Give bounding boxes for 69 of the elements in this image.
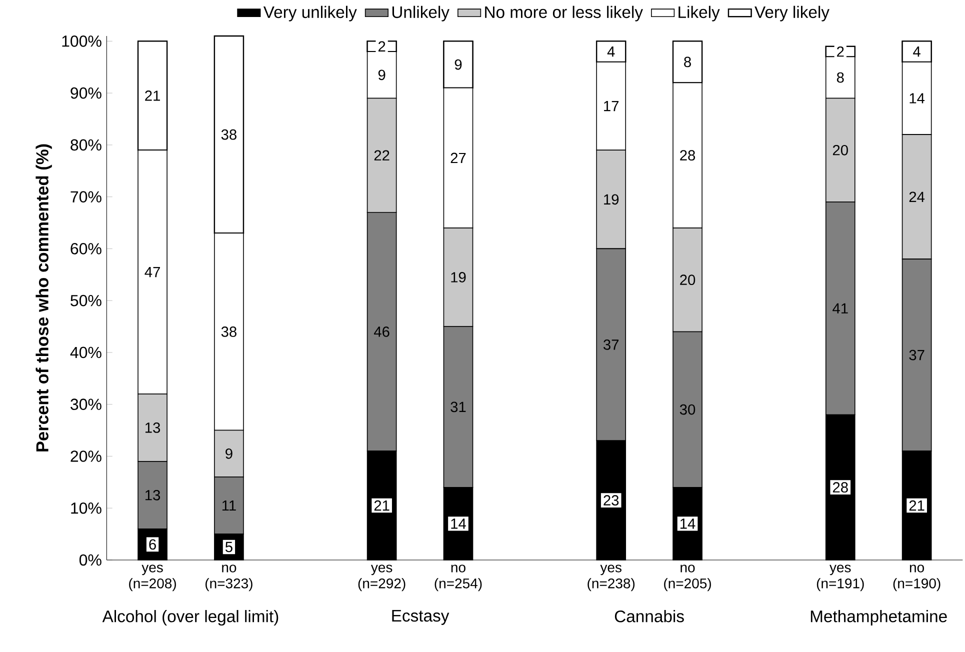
data-label: 14 <box>680 518 696 529</box>
data-label: 38 <box>221 129 236 140</box>
legend-label: Very likely <box>754 6 830 22</box>
y-tick-label: 30% <box>70 398 102 410</box>
data-label: 21 <box>374 500 390 511</box>
legend-label: Unlikely <box>392 6 450 22</box>
y-tick-label: 20% <box>70 450 102 462</box>
data-label: 14 <box>910 93 925 104</box>
y-tick-label: 10% <box>71 502 102 514</box>
x-tick-label: yes (n=208) <box>129 564 176 592</box>
x-tick-label: yes (n=292) <box>358 564 406 592</box>
x-tick-label: yes (n=238) <box>588 564 635 592</box>
data-label: 37 <box>909 350 924 360</box>
data-label: 9 <box>378 70 386 80</box>
y-axis-title: Percent of those who commented (%) <box>36 144 52 452</box>
y-tick-label: 40% <box>70 346 102 358</box>
data-label: 22 <box>374 150 390 160</box>
text: Alcohol (over legal limit) <box>102 610 278 626</box>
data-label: 38 <box>221 326 236 337</box>
data-label: 14 <box>451 518 466 529</box>
data-label: 31 <box>450 402 466 412</box>
legend-label: Likely <box>678 6 720 22</box>
data-label: 28 <box>680 150 696 161</box>
data-label: 17 <box>604 100 619 112</box>
data-label: 21 <box>909 500 924 511</box>
text: Ecstasy <box>392 610 450 625</box>
x-tick-label: no (n=323) <box>205 564 252 592</box>
data-label: 4 <box>913 46 920 57</box>
data-label: 21 <box>145 90 160 101</box>
data-label: 28 <box>832 482 848 493</box>
data-label: 2 <box>378 41 386 52</box>
data-label: 46 <box>374 326 390 337</box>
data-label: 19 <box>451 272 466 282</box>
text: Cannabis <box>614 610 684 622</box>
y-tick-label: 60% <box>70 243 102 254</box>
y-tick-label: 70% <box>70 191 102 202</box>
data-label: 41 <box>832 303 848 314</box>
data-label: 8 <box>684 56 691 68</box>
data-label: 23 <box>604 495 619 506</box>
y-tick-label: 100% <box>62 36 102 47</box>
data-label: 5 <box>225 542 232 552</box>
data-label: 37 <box>604 340 619 350</box>
data-label: 9 <box>226 448 232 459</box>
data-label: 13 <box>145 490 160 500</box>
x-tick-label: yes (n=191) <box>816 564 864 592</box>
x-tick-label: no (n=254) <box>434 564 482 592</box>
data-label: 11 <box>222 500 236 511</box>
data-label: 47 <box>144 267 160 278</box>
data-label: 30 <box>680 404 696 415</box>
data-label: 4 <box>607 46 615 57</box>
data-label: 6 <box>149 539 156 550</box>
y-tick-label: 0% <box>79 554 102 566</box>
y-tick-label: 90% <box>70 87 102 99</box>
x-tick-label: no (n=190) <box>893 564 940 592</box>
text: Methamphetamine <box>810 610 947 626</box>
data-label: 9 <box>454 59 462 70</box>
y-tick-label: 80% <box>70 139 102 151</box>
data-label: 20 <box>680 274 696 286</box>
data-label: 24 <box>909 192 925 202</box>
y-tick-label: 50% <box>70 294 102 306</box>
x-tick-label: no (n=205) <box>664 564 711 592</box>
data-label: 13 <box>145 422 160 433</box>
data-label: 19 <box>604 194 619 205</box>
data-label: 27 <box>450 152 466 164</box>
data-label: 2 <box>837 46 844 57</box>
legend-label: Very unlikely <box>263 6 357 22</box>
data-label: 8 <box>836 72 844 83</box>
data-label: 20 <box>832 144 848 156</box>
legend-label: No more or less likely <box>485 6 643 22</box>
